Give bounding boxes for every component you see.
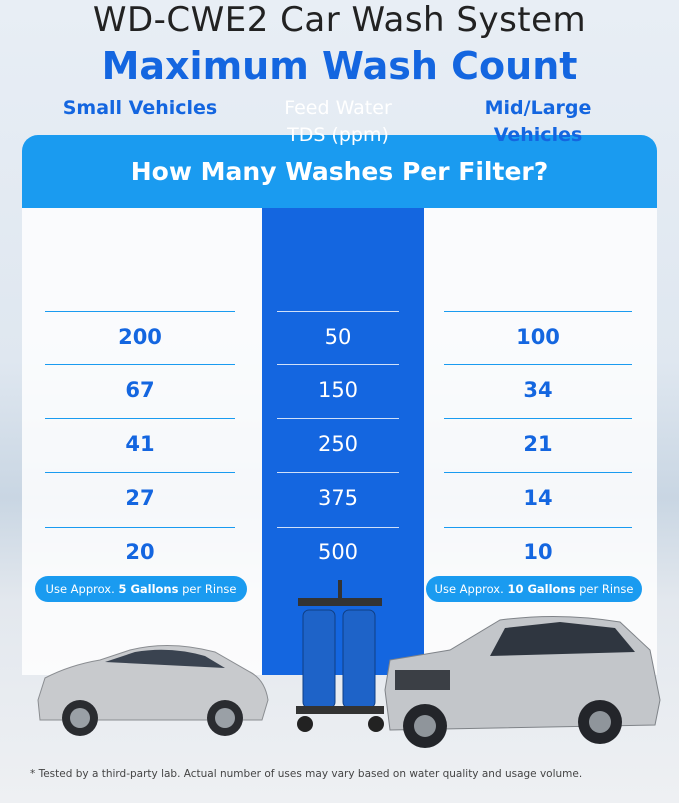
column-header: Mid/Large Vehicles — [484, 97, 592, 146]
column-header: Small Vehicles — [62, 97, 218, 119]
rinse-note: Use Approx. 10 Gallons per Rinse — [426, 576, 642, 602]
sedan — [37, 645, 269, 736]
subtitle: Maximum Wash Count — [101, 44, 578, 88]
rule — [277, 418, 399, 419]
rule — [45, 527, 235, 528]
note-text: Use Approx. — [45, 582, 119, 596]
rule — [444, 311, 632, 312]
rule — [444, 527, 632, 528]
table-cell: 10 — [523, 540, 553, 564]
table-cell: 34 — [523, 378, 553, 402]
note-text: Use Approx. — [434, 582, 508, 596]
note-text: per Rinse — [575, 582, 634, 596]
middle-column — [262, 208, 424, 675]
rule — [45, 418, 235, 419]
rinse-note: Use Approx. 5 Gallons per Rinse — [35, 576, 247, 602]
table-cell: 50 — [324, 325, 352, 349]
rule — [45, 311, 235, 312]
rule — [277, 527, 399, 528]
table-cell: 250 — [317, 432, 359, 456]
rule — [444, 472, 632, 473]
table-cell: 21 — [523, 432, 553, 456]
rule — [444, 364, 632, 365]
rule — [45, 472, 235, 473]
rule — [444, 418, 632, 419]
table-cell: 500 — [317, 540, 359, 564]
table-cell: 67 — [125, 378, 155, 402]
rule — [277, 311, 399, 312]
table-cell: 14 — [523, 486, 553, 510]
table-cell: 200 — [118, 325, 162, 349]
table-title: How Many Washes Per Filter? — [22, 135, 657, 208]
table-cell: 20 — [125, 540, 155, 564]
table-cell: 150 — [317, 378, 359, 402]
note-text: per Rinse — [178, 582, 237, 596]
filter-system — [296, 580, 384, 732]
table-cell: 375 — [317, 486, 359, 510]
table-cell: 41 — [125, 432, 155, 456]
rule — [45, 364, 235, 365]
table-cell: 27 — [125, 486, 155, 510]
footnote: * Tested by a third-party lab. Actual nu… — [30, 768, 583, 780]
rule — [277, 472, 399, 473]
table-cell: 100 — [516, 325, 560, 349]
note-bold: 5 Gallons — [118, 582, 179, 596]
title: WD-CWE2 Car Wash System — [92, 0, 587, 40]
column-header: Feed Water TDS (ppm) — [284, 97, 392, 146]
rule — [277, 364, 399, 365]
suv — [384, 615, 661, 748]
note-bold: 10 Gallons — [507, 582, 576, 596]
